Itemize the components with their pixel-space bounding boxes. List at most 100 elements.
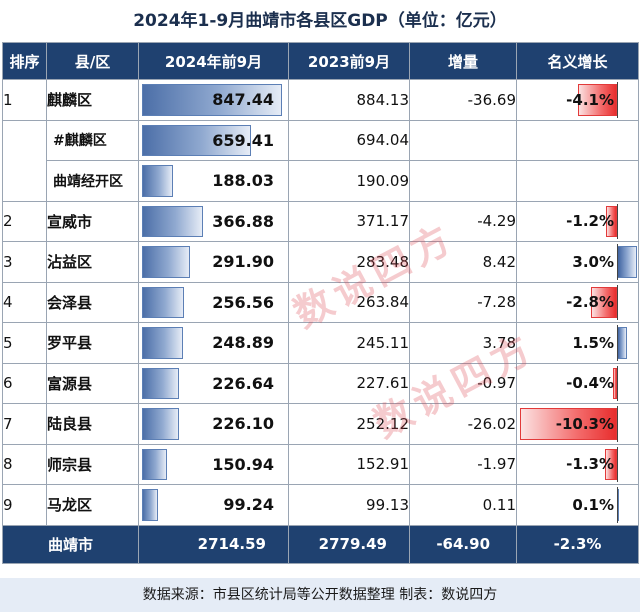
total-cur: 2714.59 xyxy=(138,524,289,564)
cur-gdp-value: 847.44 xyxy=(212,90,274,110)
growth-value: 1.5% xyxy=(572,333,614,352)
growth-zero-axis xyxy=(617,284,618,320)
growth-cell: -1.3% xyxy=(516,443,639,485)
growth-cell xyxy=(516,119,639,161)
cur-gdp-cell: 847.44 xyxy=(138,79,289,121)
delta-value: 8.42 xyxy=(409,241,517,283)
cur-gdp-cell: 291.90 xyxy=(138,241,289,283)
cur-gdp-bar xyxy=(142,124,251,156)
cur-gdp-bar xyxy=(142,246,191,278)
rank-cell: 1 xyxy=(2,79,47,121)
growth-cell: 1.5% xyxy=(516,322,639,364)
growth-zero-axis xyxy=(617,487,618,523)
county-name: #麒麟区 xyxy=(46,119,139,161)
rank-cell: 4 xyxy=(2,281,47,323)
growth-bar xyxy=(617,246,637,278)
cur-gdp-value: 366.88 xyxy=(212,211,274,231)
rank-cell: 7 xyxy=(2,403,47,445)
delta-value: 3.78 xyxy=(409,322,517,364)
table-row: 9 马龙区 99.24 99.13 0.11 0.1% xyxy=(2,484,639,526)
county-name: 会泽县 xyxy=(46,281,139,323)
header-delta: 增量 xyxy=(409,42,517,80)
growth-cell: -2.8% xyxy=(516,281,639,323)
county-name: 罗平县 xyxy=(46,322,139,364)
cur-gdp-value: 226.64 xyxy=(212,373,274,393)
cur-gdp-cell: 256.56 xyxy=(138,281,289,323)
cur-gdp-bar xyxy=(142,408,180,440)
growth-cell: 3.0% xyxy=(516,241,639,283)
growth-cell: -4.1% xyxy=(516,79,639,121)
growth-value: -1.2% xyxy=(566,212,614,231)
table-row: 3 沾益区 291.90 283.48 8.42 3.0% xyxy=(2,241,639,283)
cur-gdp-bar xyxy=(142,286,185,318)
table-row: 6 富源县 226.64 227.61 -0.97 -0.4% xyxy=(2,362,639,404)
county-name: 陆良县 xyxy=(46,403,139,445)
source-footer: 数据来源：市县区统计局等公开数据整理 制表：数说四方 xyxy=(0,578,640,612)
rank-cell xyxy=(2,119,47,202)
header-growth: 名义增长 xyxy=(516,42,639,80)
cur-gdp-value: 248.89 xyxy=(212,333,274,353)
cur-gdp-value: 659.41 xyxy=(212,130,274,150)
cur-gdp-cell: 188.03 xyxy=(138,160,289,202)
table-row: 曲靖经开区 188.03 190.09 xyxy=(3,160,639,202)
table-row: 2 宣威市 366.88 371.17 -4.29 -1.2% xyxy=(2,200,639,242)
prev-gdp-value: 190.09 xyxy=(288,160,410,202)
cur-gdp-cell: 226.10 xyxy=(138,403,289,445)
county-name: 宣威市 xyxy=(46,200,139,242)
prev-gdp-value: 884.13 xyxy=(288,79,410,121)
prev-gdp-value: 152.91 xyxy=(288,443,410,485)
growth-cell: -0.4% xyxy=(516,362,639,404)
growth-zero-axis xyxy=(617,365,618,401)
cur-gdp-bar xyxy=(142,327,184,359)
total-growth: -2.3% xyxy=(516,524,639,564)
cur-gdp-value: 99.24 xyxy=(223,495,274,515)
growth-bar xyxy=(613,367,617,399)
growth-cell: 0.1% xyxy=(516,484,639,526)
header-rank: 排序 xyxy=(2,42,47,80)
prev-gdp-value: 371.17 xyxy=(288,200,410,242)
cur-gdp-value: 291.90 xyxy=(212,252,274,272)
growth-cell xyxy=(516,160,639,202)
header-cur: 2024年前9月 xyxy=(138,42,289,80)
county-name: 曲靖经开区 xyxy=(46,160,139,202)
cur-gdp-cell: 99.24 xyxy=(138,484,289,526)
table-row: #麒麟区 659.41 694.04 xyxy=(2,119,639,202)
page-title: 2024年1-9月曲靖市各县区GDP（单位：亿元） xyxy=(0,0,640,42)
rank-cell: 5 xyxy=(2,322,47,364)
cur-gdp-cell: 659.41 xyxy=(138,119,289,161)
total-prev: 2779.49 xyxy=(288,524,410,564)
rank-cell: 8 xyxy=(2,443,47,485)
growth-cell: -10.3% xyxy=(516,403,639,445)
delta-value xyxy=(409,160,517,202)
prev-gdp-value: 245.11 xyxy=(288,322,410,364)
table-body: 1 麒麟区 847.44 884.13 -36.69 -4.1% #麒麟区 659.41 694… xyxy=(2,79,639,526)
total-name: 曲靖市 xyxy=(2,524,139,564)
header-name: 县/区 xyxy=(46,42,139,80)
growth-zero-axis xyxy=(617,82,618,118)
growth-value: -2.8% xyxy=(566,293,614,312)
cur-gdp-bar xyxy=(142,165,174,197)
growth-bar xyxy=(617,327,627,359)
total-delta: -64.90 xyxy=(409,524,517,564)
rank-cell: 2 xyxy=(2,200,47,242)
cur-gdp-value: 256.56 xyxy=(212,292,274,312)
growth-zero-axis xyxy=(617,406,618,442)
table-header-row: 排序 县/区 2024年前9月 2023前9月 增量 名义增长 xyxy=(2,42,639,80)
table-row: 7 陆良县 226.10 252.12 -26.02 -10.3% xyxy=(2,403,639,445)
growth-value: -4.1% xyxy=(566,90,614,109)
header-prev: 2023前9月 xyxy=(288,42,410,80)
delta-value: -4.29 xyxy=(409,200,517,242)
growth-bar xyxy=(604,448,617,480)
delta-value: -0.97 xyxy=(409,362,517,404)
growth-value: 0.1% xyxy=(572,495,614,514)
delta-value: -1.97 xyxy=(409,443,517,485)
cur-gdp-cell: 226.64 xyxy=(138,362,289,404)
growth-bar xyxy=(605,205,617,237)
delta-value: -7.28 xyxy=(409,281,517,323)
growth-bar xyxy=(520,408,617,440)
growth-zero-axis xyxy=(617,203,618,239)
rank-cell: 9 xyxy=(2,484,47,526)
cur-gdp-value: 150.94 xyxy=(212,454,274,474)
county-name: 麒麟区 xyxy=(46,79,139,121)
county-name: 师宗县 xyxy=(46,443,139,485)
